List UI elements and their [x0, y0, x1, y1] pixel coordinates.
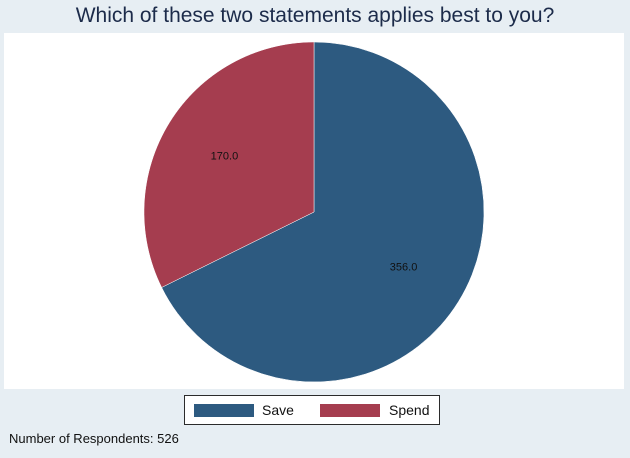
pie-slice-spend	[143, 41, 315, 288]
plot-region: 356.0 170.0	[4, 33, 624, 389]
pie-chart: 356.0 170.0	[143, 41, 485, 383]
chart-title: Which of these two statements applies be…	[75, 4, 555, 27]
legend-label-spend: Spend	[389, 402, 430, 418]
respondents-note: Number of Respondents: 526	[9, 431, 179, 446]
pie-label-save: 356.0	[390, 261, 418, 273]
legend-swatch-save	[194, 404, 254, 417]
legend-label-save: Save	[262, 402, 294, 418]
legend-swatch-spend	[320, 404, 380, 417]
pie-slice-save	[161, 41, 485, 383]
pie-label-spend: 170.0	[211, 150, 239, 162]
legend: Save Spend	[184, 395, 440, 425]
